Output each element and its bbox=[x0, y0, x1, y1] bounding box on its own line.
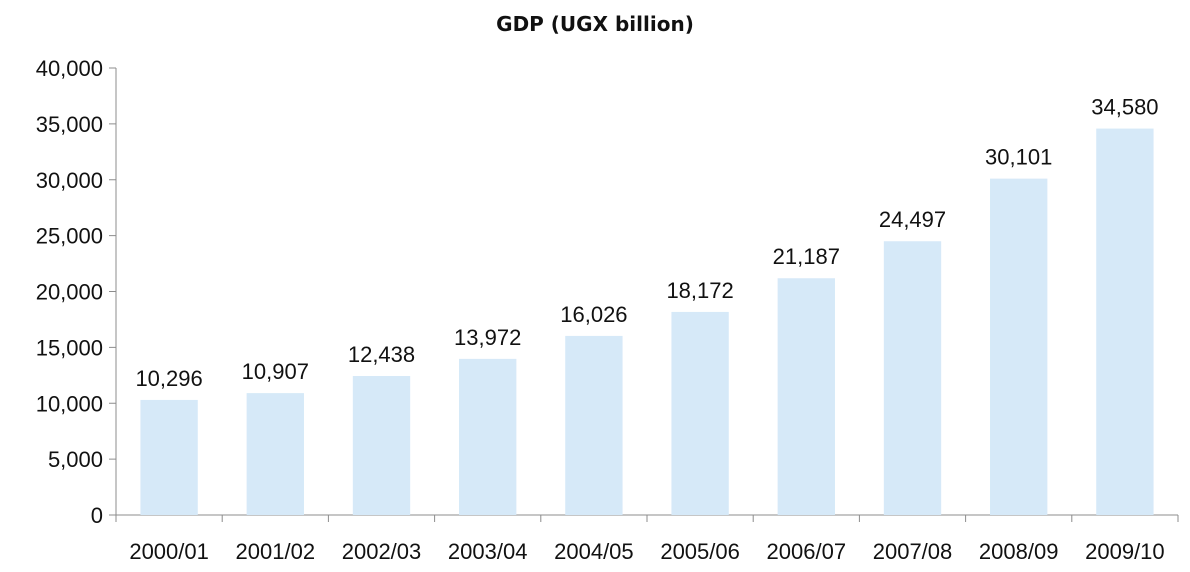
x-tick-label: 2007/08 bbox=[873, 539, 953, 564]
bar bbox=[1096, 129, 1153, 515]
bar bbox=[247, 393, 304, 515]
x-tick-label: 2001/02 bbox=[236, 539, 316, 564]
bar bbox=[990, 179, 1047, 515]
y-tick-label: 25,000 bbox=[36, 224, 103, 249]
x-tick-label: 2002/03 bbox=[342, 539, 422, 564]
x-tick-label: 2005/06 bbox=[660, 539, 740, 564]
data-label: 13,972 bbox=[454, 325, 521, 350]
data-label: 30,101 bbox=[985, 145, 1052, 170]
y-tick-label: 5,000 bbox=[48, 447, 103, 472]
data-label: 10,907 bbox=[242, 359, 309, 384]
y-tick-label: 0 bbox=[91, 503, 103, 528]
data-label: 24,497 bbox=[879, 207, 946, 232]
x-tick-label: 2008/09 bbox=[979, 539, 1059, 564]
bar bbox=[353, 376, 410, 515]
bar bbox=[671, 312, 728, 515]
bar bbox=[884, 241, 941, 515]
bar bbox=[778, 278, 835, 515]
data-label: 18,172 bbox=[666, 278, 733, 303]
y-tick-label: 10,000 bbox=[36, 391, 103, 416]
bar bbox=[459, 359, 516, 515]
data-label: 16,026 bbox=[560, 302, 627, 327]
y-axis: 0 5,000 10,000 15,000 20,000 25,000 30,000 35,0… bbox=[36, 56, 116, 528]
data-label: 34,580 bbox=[1091, 95, 1158, 120]
data-label: 21,187 bbox=[773, 244, 840, 269]
y-tick-label: 35,000 bbox=[36, 112, 103, 137]
x-tick-label: 2009/10 bbox=[1085, 539, 1165, 564]
bar bbox=[140, 400, 197, 515]
bars bbox=[140, 129, 1153, 515]
bar bbox=[565, 336, 622, 515]
data-label: 12,438 bbox=[348, 342, 415, 367]
y-tick-label: 40,000 bbox=[36, 56, 103, 81]
x-tick-label: 2004/05 bbox=[554, 539, 634, 564]
x-tick-label: 2003/04 bbox=[448, 539, 528, 564]
y-tick-label: 20,000 bbox=[36, 280, 103, 305]
x-tick-label: 2000/01 bbox=[129, 539, 209, 564]
x-axis: 2000/01 2001/02 2002/03 2003/04 2004/05 2005/… bbox=[116, 515, 1178, 564]
y-tick-label: 15,000 bbox=[36, 335, 103, 360]
x-tick-label: 2006/07 bbox=[767, 539, 847, 564]
y-tick-label: 30,000 bbox=[36, 168, 103, 193]
data-label: 10,296 bbox=[135, 366, 202, 391]
